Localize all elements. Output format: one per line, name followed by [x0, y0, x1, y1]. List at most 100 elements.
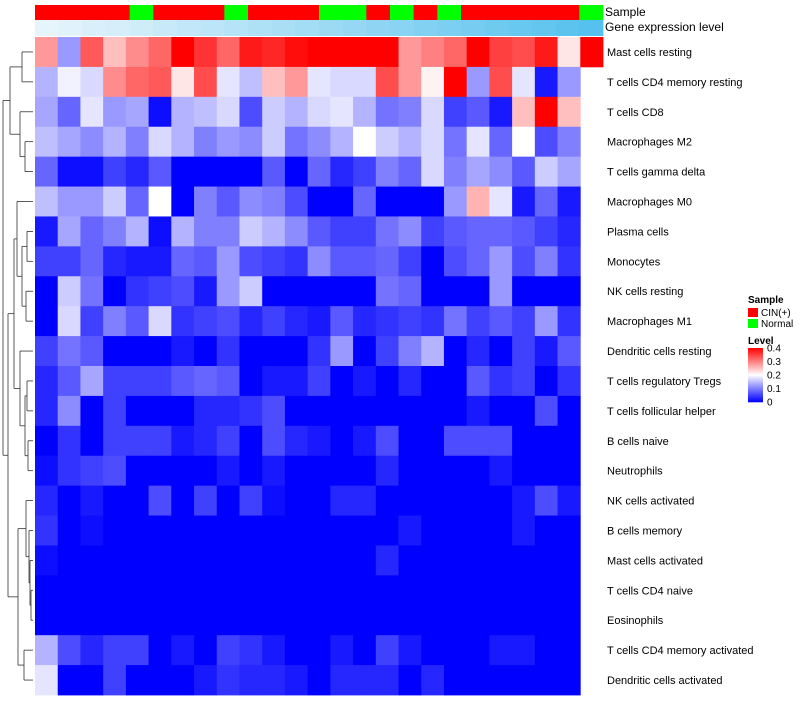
heatmap-cell: [148, 575, 172, 606]
heatmap-cell: [35, 37, 59, 68]
expression-annotation-cell: [319, 20, 344, 36]
heatmap-cell: [443, 216, 468, 247]
heatmap-cell: [398, 515, 422, 546]
heatmap-cell: [35, 665, 59, 696]
heatmap-cell: [262, 186, 286, 217]
heatmap-cell: [307, 216, 331, 247]
heatmap-cell: [421, 276, 445, 307]
heatmap-cell: [239, 635, 263, 666]
heatmap-cell: [57, 605, 81, 636]
colorbar-strip: [748, 391, 763, 393]
heatmap-cell: [125, 395, 149, 427]
heatmap-cell: [103, 37, 127, 68]
sample-annotation-cell: [390, 5, 415, 20]
heatmap-cell: [534, 276, 558, 307]
heatmap-cell: [466, 605, 490, 636]
heatmap-cell: [534, 575, 558, 606]
colorbar-strip: [748, 379, 763, 381]
heatmap-cell: [307, 425, 331, 457]
heatmap-cell: [194, 96, 218, 128]
heatmap-cell: [466, 96, 490, 128]
heatmap-cell: [307, 246, 331, 277]
heatmap-cell: [421, 96, 445, 128]
heatmap-cell: [375, 455, 399, 487]
heatmap-cell: [216, 336, 240, 367]
heatmap-cell: [125, 37, 149, 68]
heatmap-cell: [330, 156, 354, 187]
heatmap-cell: [330, 276, 354, 307]
heatmap-cell: [466, 575, 490, 606]
sample-annotation-cell: [129, 5, 154, 20]
level-tick-label: 0: [767, 398, 773, 409]
heatmap-cell: [103, 66, 127, 98]
expression-annotation-cell: [461, 20, 486, 36]
colorbar-strip: [748, 366, 763, 368]
heatmap-cell: [557, 665, 581, 696]
sample-annotation-cell: [295, 5, 320, 20]
heatmap-cell: [148, 665, 172, 696]
heatmap-cell: [103, 395, 127, 427]
heatmap-cell: [284, 186, 309, 217]
heatmap-cell: [125, 156, 149, 187]
heatmap-cell: [35, 605, 59, 636]
heatmap-cell: [125, 665, 149, 696]
heatmap-cell: [239, 156, 263, 187]
heatmap-cell: [489, 336, 513, 367]
heatmap-cell: [466, 515, 490, 546]
heatmap-cell: [57, 455, 81, 487]
heatmap-cell: [171, 485, 195, 516]
row-label: Macrophages M2: [607, 137, 692, 149]
heatmap-cell: [80, 66, 104, 98]
heatmap-cell: [284, 246, 309, 277]
heatmap-cell: [557, 96, 581, 128]
heatmap-cell: [239, 515, 263, 546]
heatmap-cell: [330, 96, 354, 128]
heatmap-cell: [171, 515, 195, 546]
heatmap-cell: [103, 665, 127, 696]
heatmap-cell: [148, 515, 172, 546]
heatmap-cell: [330, 37, 354, 68]
heatmap-cell: [307, 306, 331, 337]
colorbar-strip: [748, 392, 763, 394]
sample-annotation-cell: [555, 5, 580, 20]
heatmap-cell: [103, 635, 127, 666]
colorbar-strip: [748, 371, 763, 373]
heatmap-cell: [421, 545, 445, 576]
level-legend: Level 0.4 0.3 0.2 0.1 0: [748, 336, 781, 409]
heatmap-cell: [489, 665, 513, 696]
heatmap-cell: [35, 216, 59, 247]
heatmap-cell: [194, 216, 218, 247]
heatmap-cell: [398, 126, 422, 158]
colorbar-strip: [748, 386, 763, 388]
heatmap-cell: [194, 276, 218, 307]
heatmap-cell: [35, 395, 59, 427]
heatmap-cell: [57, 246, 81, 277]
heatmap-cell: [443, 395, 468, 427]
heatmap-cell: [375, 395, 399, 427]
colorbar-strip: [748, 368, 763, 370]
row-label: T cells CD4 memory activated: [607, 645, 754, 657]
colorbar-strip: [748, 348, 763, 350]
heatmap-cell: [307, 605, 331, 636]
row-label: Dendritic cells resting: [607, 346, 712, 358]
heatmap-cell: [194, 545, 218, 576]
heatmap-cell: [466, 246, 490, 277]
heatmap-cell: [330, 515, 354, 546]
heatmap-cell: [239, 575, 263, 606]
heatmap-cell: [125, 515, 149, 546]
colorbar-strip: [748, 395, 763, 397]
heatmap-cell: [534, 246, 558, 277]
heatmap-cell: [262, 216, 286, 247]
heatmap-cell: [330, 485, 354, 516]
heatmap-cell: [171, 96, 195, 128]
heatmap-cell: [557, 37, 581, 68]
heatmap-cell: [421, 306, 445, 337]
heatmap-cell: [284, 395, 309, 427]
colorbar-strip: [748, 394, 763, 396]
heatmap-cell: [148, 66, 172, 98]
heatmap-cell: [398, 37, 422, 68]
heatmap-cell: [512, 96, 536, 128]
expression-annotation-cell: [390, 20, 415, 36]
heatmap-cell: [466, 156, 490, 187]
heatmap-cell: [443, 455, 468, 487]
